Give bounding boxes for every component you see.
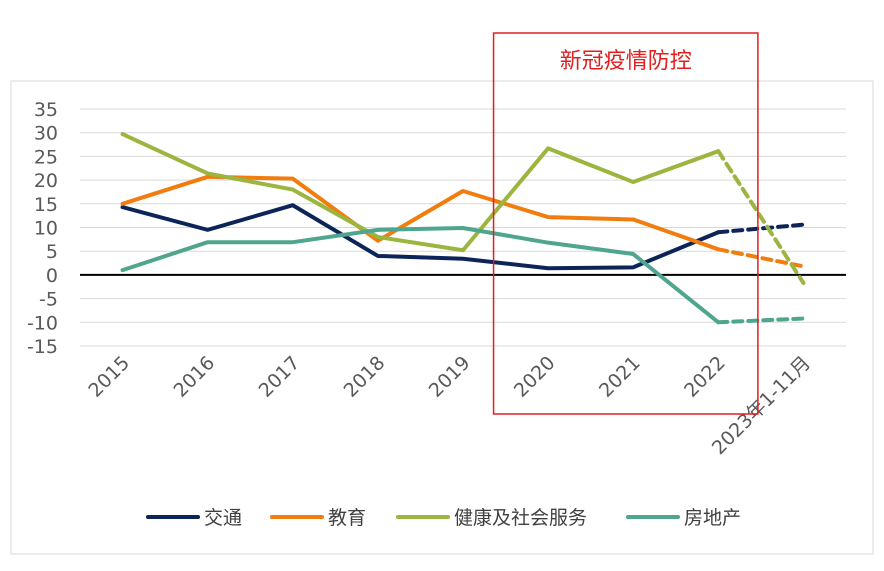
series-line-dashed <box>716 149 806 285</box>
y-tick-label: -10 <box>27 312 58 334</box>
y-tick-label: -15 <box>27 336 58 358</box>
legend-label: 交通 <box>204 507 242 529</box>
series-line-dashed <box>716 316 806 325</box>
y-tick-label: 0 <box>46 265 58 287</box>
y-tick-label: 30 <box>34 123 58 145</box>
series-line-dashed <box>716 247 806 269</box>
y-tick-label: 35 <box>34 99 58 121</box>
legend-item: 交通 <box>146 507 242 529</box>
series-line <box>120 132 806 285</box>
y-tick-label: 10 <box>34 218 58 240</box>
legend-label: 房地产 <box>684 507 741 529</box>
series-lines <box>120 132 806 325</box>
legend: 交通 教育 健康及社会服务 房地产 <box>146 507 741 529</box>
y-tick-label: 15 <box>34 194 58 216</box>
y-tick-label: 25 <box>34 146 58 168</box>
series-line-solid <box>120 132 721 253</box>
legend-label: 教育 <box>328 507 366 529</box>
y-tick-label: 20 <box>34 170 58 192</box>
legend-label: 健康及社会服务 <box>454 507 587 529</box>
covid-annotation-label: 新冠疫情防控 <box>560 49 692 74</box>
legend-item: 健康及社会服务 <box>396 507 587 529</box>
series-line <box>120 203 806 271</box>
covid-annotation-box <box>492 32 759 415</box>
series-line <box>120 225 806 325</box>
series-line-solid <box>120 225 721 325</box>
chart-frame <box>10 80 874 555</box>
legend-item: 房地产 <box>626 507 741 529</box>
y-tick-label: 5 <box>46 241 58 263</box>
y-tick-label: -5 <box>39 289 58 311</box>
legend-item: 教育 <box>270 507 366 529</box>
series-line-dashed <box>716 222 806 235</box>
series-line-solid <box>120 203 721 271</box>
covid-annotation: 新冠疫情防控 <box>492 32 759 415</box>
